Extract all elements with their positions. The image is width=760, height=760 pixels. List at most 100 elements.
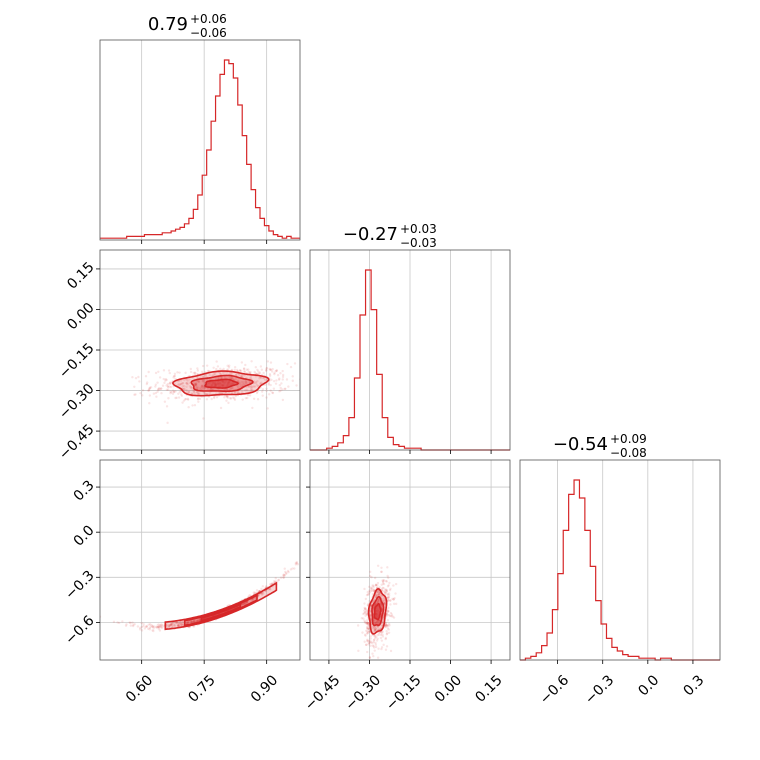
scatter-point (267, 393, 271, 396)
scatter-point (185, 378, 188, 381)
scatter-point (323, 380, 325, 382)
scatter-point (249, 375, 253, 379)
scatter-point (268, 367, 271, 371)
scatter-point (231, 377, 235, 380)
scatter-point (366, 630, 369, 633)
scatter-point (171, 389, 175, 392)
y-tick-label: −0.6 (62, 613, 97, 648)
scatter-point (386, 592, 389, 596)
scatter-point (167, 625, 171, 628)
scatter-point (376, 584, 379, 587)
scatter-point (382, 582, 386, 586)
scatter-point (194, 382, 198, 385)
scatter-point (381, 579, 384, 582)
scatter-point (181, 381, 184, 385)
scatter-point (382, 586, 385, 590)
scatter-point (243, 369, 246, 373)
scatter-point (367, 627, 370, 631)
scatter-point (189, 370, 193, 374)
scatter-point (179, 382, 183, 386)
scatter-point (157, 627, 161, 631)
scatter-point (210, 397, 213, 401)
scatter-point (375, 621, 378, 624)
scatter-point (140, 621, 143, 625)
scatter-point (230, 386, 233, 390)
scatter-point (176, 624, 179, 628)
scatter-point (383, 602, 386, 605)
scatter-point (380, 631, 383, 634)
scatter-point (134, 393, 137, 396)
scatter-point (197, 397, 200, 400)
scatter-point (388, 588, 392, 592)
scatter-point (165, 405, 169, 408)
scatter-point (384, 623, 387, 626)
scatter-point (372, 599, 375, 603)
scatter-point (364, 611, 367, 614)
scatter-point (387, 610, 390, 613)
scatter-point (365, 612, 368, 616)
scatter-point (168, 624, 171, 627)
scatter-point (159, 387, 163, 390)
scatter-point (257, 370, 260, 373)
scatter-point (181, 622, 184, 625)
scatter-point (295, 560, 298, 564)
scatter-point (190, 387, 193, 390)
scatter-point (268, 374, 272, 377)
scatter-point (195, 391, 199, 394)
scatter-point (267, 382, 271, 385)
scatter-point (156, 390, 159, 394)
scatter-point (174, 390, 177, 393)
scatter-point (226, 396, 230, 399)
scatter-point (380, 583, 383, 586)
scatter-point (245, 601, 248, 604)
scatter-point (166, 382, 170, 386)
scatter-point (274, 577, 277, 580)
scatter-point (186, 621, 189, 624)
scatter-point (370, 576, 373, 579)
scatter-point (175, 621, 179, 624)
scatter-point (266, 360, 270, 363)
scatter-point (261, 388, 265, 391)
scatter-point (368, 599, 371, 603)
scatter-point (269, 361, 273, 364)
scatter-point (265, 389, 268, 393)
scatter-point (372, 584, 375, 588)
scatter-point (261, 592, 264, 595)
scatter-point (248, 394, 252, 397)
scatter-point (151, 629, 154, 632)
scatter-point (283, 574, 286, 577)
scatter-point (242, 367, 246, 371)
y-tick-label: 0.0 (71, 523, 98, 550)
scatter-point (225, 395, 229, 399)
scatter-point (148, 402, 151, 405)
scatter-point (383, 603, 387, 606)
scatter-point (388, 581, 391, 585)
scatter-point (242, 367, 246, 370)
scatter-point (380, 570, 383, 573)
scatter-point (387, 594, 391, 597)
scatter-point (269, 383, 272, 387)
scatter-point (161, 625, 164, 628)
scatter-point (158, 376, 162, 379)
scatter-point (178, 371, 181, 374)
scatter-point (364, 634, 367, 637)
scatter-point (281, 388, 284, 391)
scatter-point (384, 621, 388, 625)
scatter-point (180, 394, 184, 397)
scatter-point (374, 641, 377, 645)
scatter-point (363, 606, 366, 610)
scatter-point (265, 387, 268, 390)
scatter-point (258, 377, 261, 380)
scatter-point (373, 629, 377, 632)
scatter-point (386, 619, 390, 622)
scatter-point (198, 397, 202, 401)
scatter-point (356, 624, 360, 627)
scatter-point (393, 596, 396, 600)
scatter-point (186, 620, 190, 624)
scatter-point (185, 385, 188, 389)
scatter-point (278, 377, 281, 380)
scatter-point (364, 614, 367, 618)
scatter-point (196, 619, 199, 622)
scatter-point (217, 377, 221, 380)
scatter-point (373, 638, 376, 641)
